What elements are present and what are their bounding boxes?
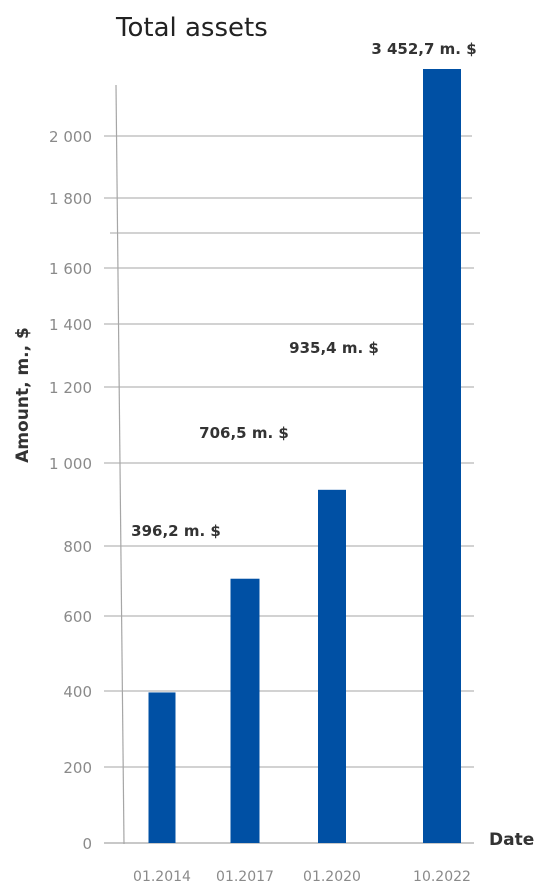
x-tick-labels: 01.2014 01.2017 01.2020 10.2022	[133, 869, 471, 884]
bars	[148, 69, 461, 843]
data-label: 935,4 m. $	[289, 339, 379, 357]
bar	[148, 692, 176, 843]
y-tick-labels: 0 200 400 600 800 1 000 1 200 1 400 1 600 1 800 2 …	[49, 128, 92, 853]
chart-title: Total assets	[115, 13, 268, 43]
y-axis-label: Amount, m., $	[13, 327, 33, 463]
y-tick-label: 1 200	[49, 379, 92, 397]
x-tick-label: 10.2022	[413, 869, 471, 884]
y-tick-label: 1 800	[49, 190, 92, 208]
gridlines	[104, 135, 474, 768]
y-axis-line	[115, 84, 125, 845]
bar	[423, 69, 461, 843]
x-axis-label: Date	[489, 830, 534, 850]
y-tick-label: 2 000	[49, 128, 92, 146]
bar	[318, 489, 346, 843]
bar	[230, 578, 260, 843]
y-tick-label: 400	[63, 683, 92, 701]
x-tick-label: 01.2020	[303, 869, 361, 884]
x-tick-label: 01.2014	[133, 869, 191, 884]
y-tick-label: 1 600	[49, 260, 92, 278]
data-label: 396,2 m. $	[131, 522, 221, 540]
data-label: 3 452,7 m. $	[371, 40, 476, 58]
y-tick-label: 1 000	[49, 455, 92, 473]
y-tick-label: 200	[63, 759, 92, 777]
data-label: 706,5 m. $	[199, 424, 289, 442]
data-labels: 396,2 m. $ 706,5 m. $ 935,4 m. $ 3 452,7 m.…	[131, 40, 476, 540]
y-tick-label: 0	[82, 835, 92, 853]
y-tick-label: 800	[63, 538, 92, 556]
x-tick-label: 01.2017	[216, 869, 274, 884]
y-tick-label: 1 400	[49, 316, 92, 334]
y-tick-label: 600	[63, 608, 92, 626]
